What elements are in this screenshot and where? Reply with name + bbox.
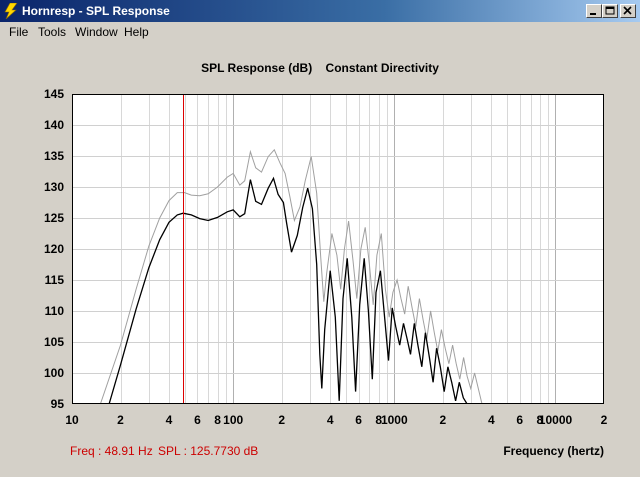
title-bar[interactable]: Hornresp - SPL Response bbox=[0, 0, 640, 22]
x-tick-label: 4 bbox=[326, 413, 334, 427]
x-tick-label: 2 bbox=[278, 413, 286, 427]
close-icon bbox=[623, 6, 632, 15]
close-button[interactable] bbox=[620, 4, 636, 18]
x-tick-label: 2 bbox=[117, 413, 124, 427]
spl-chart[interactable] bbox=[72, 94, 604, 404]
app-icon bbox=[4, 3, 18, 19]
menu-tools[interactable]: Tools bbox=[38, 25, 67, 39]
cursor-spl-readout: SPL : 125.7730 dB bbox=[158, 444, 259, 458]
menu-file[interactable]: File bbox=[9, 25, 29, 39]
plot-title: SPL Response (dB) Constant Directivity bbox=[201, 61, 439, 75]
y-tick-label: 110 bbox=[44, 304, 64, 318]
x-tick-label: 10 bbox=[65, 413, 79, 427]
x-tick-label: 2 bbox=[439, 413, 447, 427]
x-tick-label: 6 bbox=[355, 413, 362, 427]
maximize-icon bbox=[605, 6, 615, 15]
x-tick-label: 4 bbox=[488, 413, 495, 427]
spl-curve-secondary bbox=[99, 148, 483, 404]
y-tick-label: 105 bbox=[43, 335, 64, 349]
maximize-button[interactable] bbox=[602, 4, 618, 18]
x-tick-label: 1000 bbox=[380, 413, 408, 427]
spl-curve-primary bbox=[108, 176, 468, 404]
x-tick-label: 6 bbox=[516, 413, 524, 427]
plot-border bbox=[72, 94, 604, 404]
x-tick-label: 8 bbox=[214, 413, 221, 427]
menu-window[interactable]: Window bbox=[75, 25, 118, 39]
y-tick-label: 120 bbox=[43, 242, 64, 256]
x-tick-label: 8 bbox=[375, 413, 383, 427]
y-tick-label: 115 bbox=[44, 273, 64, 287]
x-axis-title: Frequency (hertz) bbox=[503, 444, 604, 458]
response-curves bbox=[99, 148, 483, 404]
y-tick-label: 140 bbox=[43, 118, 64, 132]
x-tick-label: 10000 bbox=[538, 413, 573, 427]
y-tick-label: 145 bbox=[43, 87, 64, 101]
cursor-frequency-readout: Freq : 48.91 Hz bbox=[70, 444, 153, 458]
y-tick-label: 125 bbox=[43, 211, 64, 225]
x-tick-label: 4 bbox=[165, 413, 173, 427]
x-tick-label: 6 bbox=[194, 413, 201, 427]
minimize-icon bbox=[590, 13, 596, 15]
y-tick-label: 135 bbox=[43, 149, 64, 163]
x-tick-label: 2 bbox=[600, 413, 608, 427]
x-tick-label: 100 bbox=[223, 413, 244, 427]
x-tick-label: 8 bbox=[536, 413, 544, 427]
window-title: Hornresp - SPL Response bbox=[22, 4, 170, 18]
menu-bar: File Tools Window Help bbox=[0, 22, 640, 41]
minimize-button[interactable] bbox=[586, 4, 602, 18]
y-tick-label: 100 bbox=[43, 366, 64, 380]
menu-help[interactable]: Help bbox=[124, 25, 149, 39]
y-tick-label: 130 bbox=[43, 180, 64, 194]
y-tick-label: 95 bbox=[50, 397, 64, 411]
